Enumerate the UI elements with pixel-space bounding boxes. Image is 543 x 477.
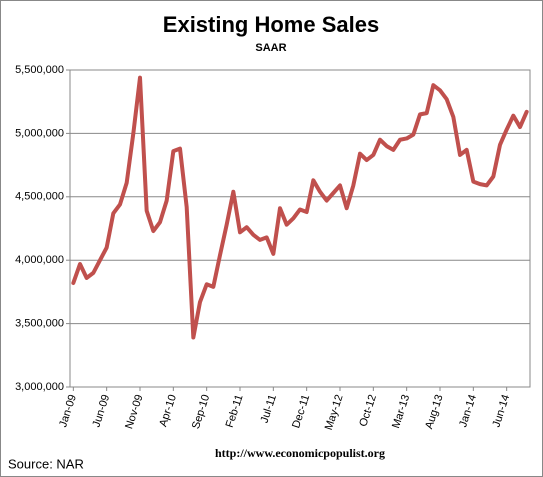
- y-tick-label: 5,500,000: [15, 64, 64, 76]
- chart-title: Existing Home Sales: [163, 12, 379, 37]
- plot-frame: [69, 69, 531, 388]
- url-note: http://www.economicpopulist.org: [215, 446, 385, 460]
- source-note: Source: NAR: [8, 456, 84, 471]
- y-tick-label: 5,000,000: [15, 127, 64, 139]
- y-tick-label: 3,500,000: [15, 318, 64, 330]
- y-tick-label: 4,500,000: [15, 191, 64, 203]
- y-tick-label: 4,000,000: [15, 254, 64, 266]
- y-tick-label: 3,000,000: [15, 381, 64, 393]
- chart-subtitle: SAAR: [255, 42, 286, 54]
- data-line: [71, 75, 529, 340]
